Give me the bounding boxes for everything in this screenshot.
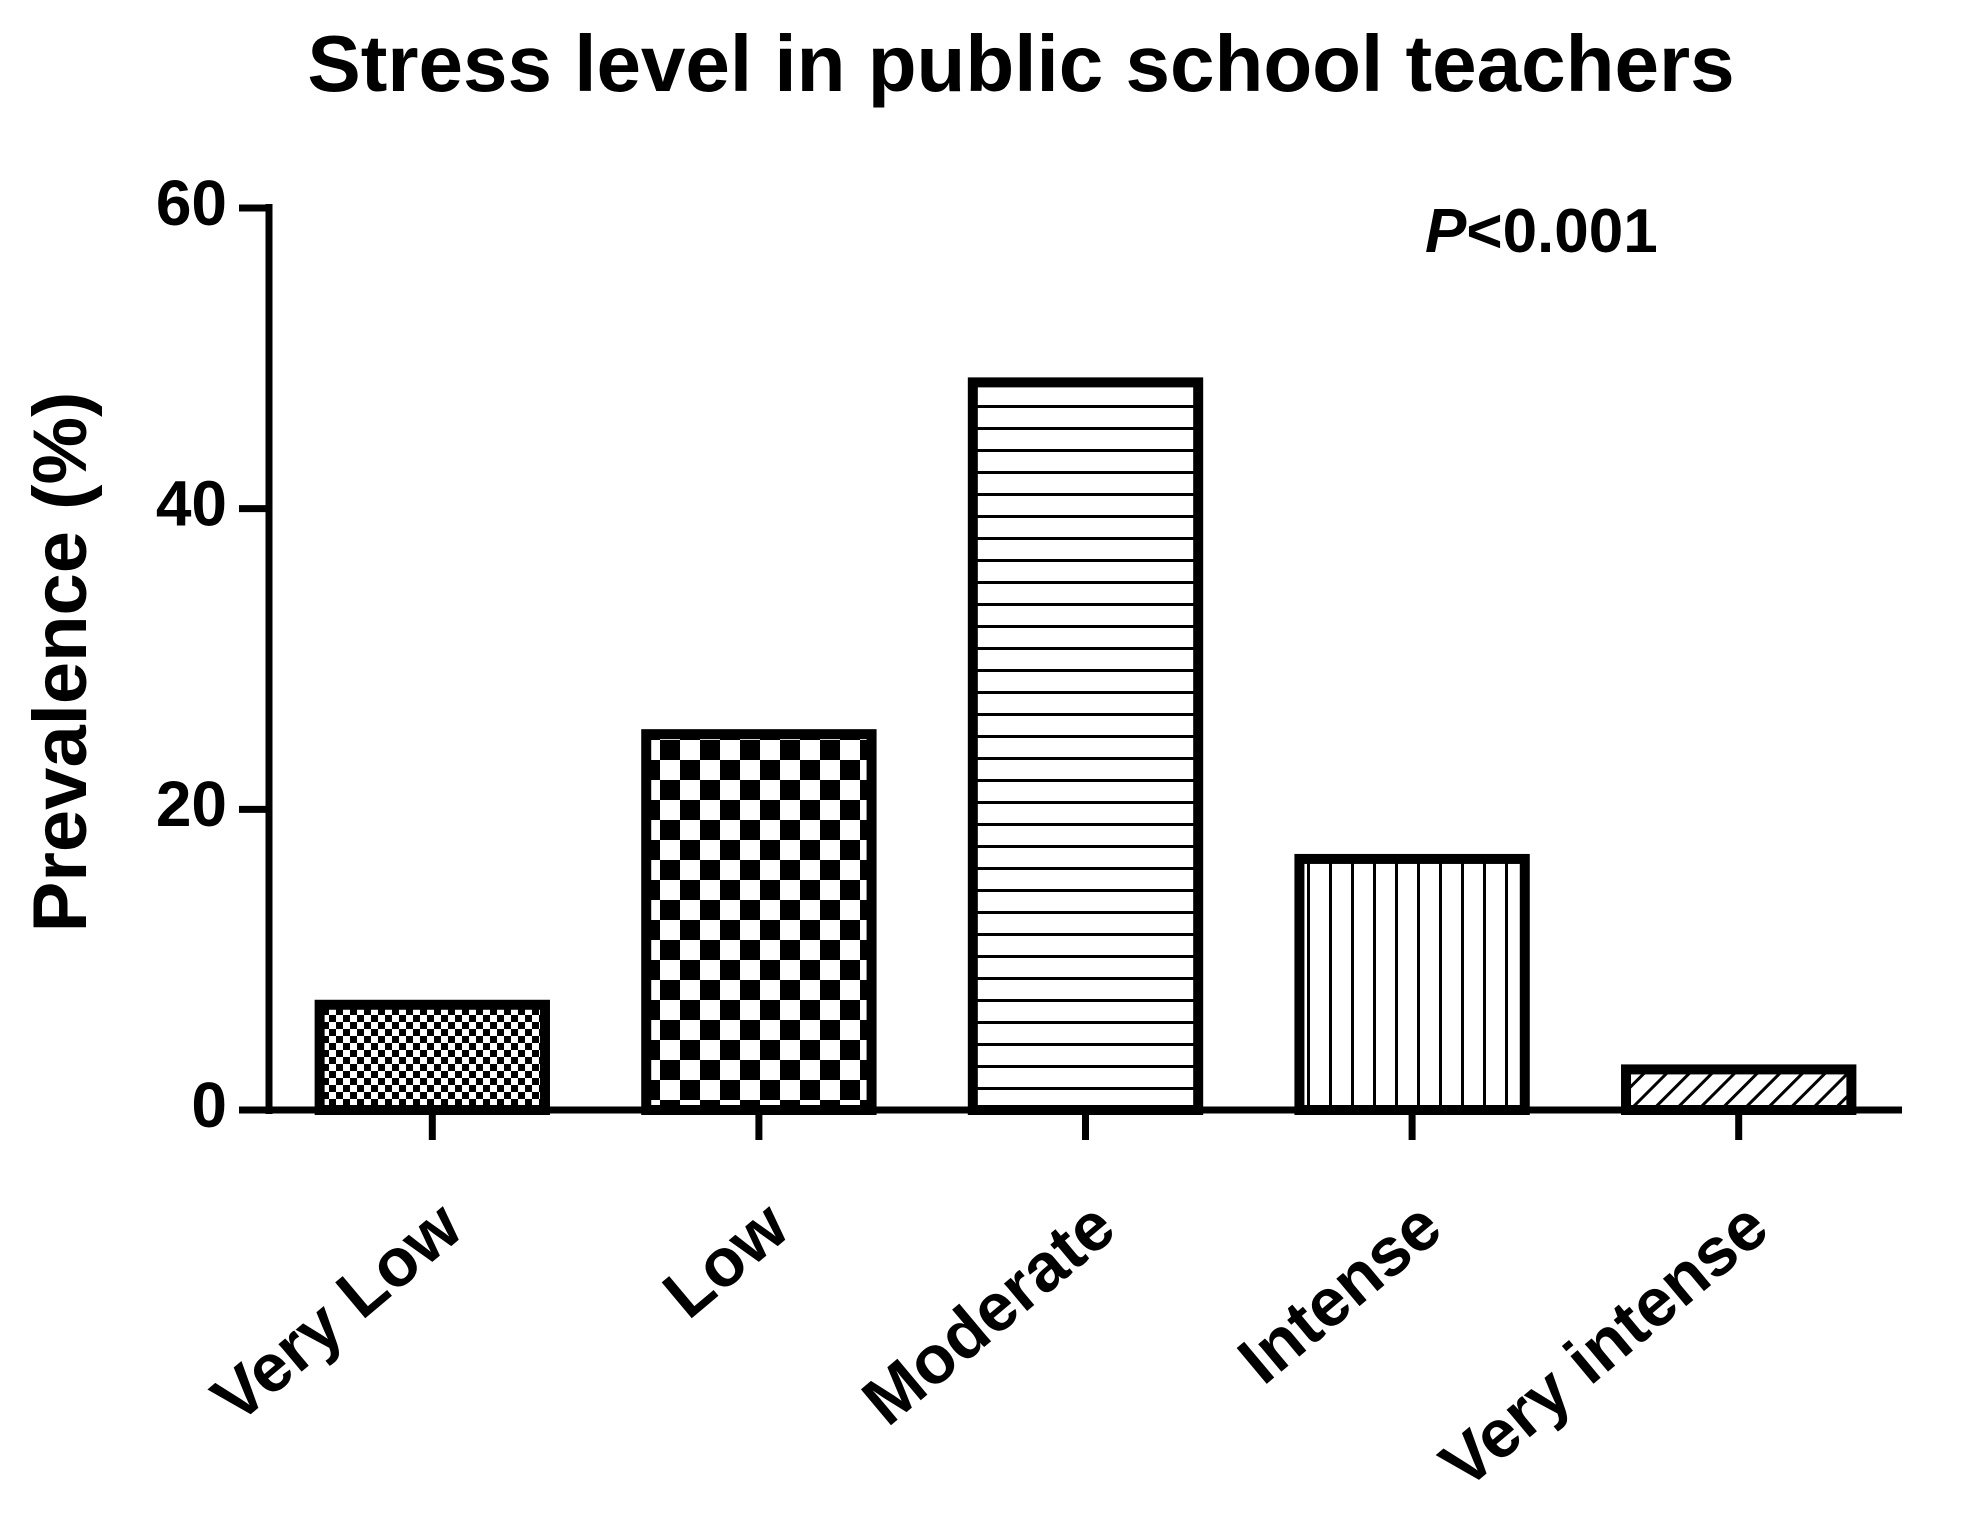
bar [641, 729, 877, 1116]
bar [967, 377, 1204, 1115]
annotation: P<0.001 [1425, 197, 1658, 266]
y-axis-label: Prevalence (%) [18, 392, 103, 933]
x-tick-label: Very Low [198, 1186, 476, 1437]
x-tick-label: Moderate [848, 1187, 1128, 1440]
y-tick-label: 40 [156, 468, 227, 540]
bar [1294, 853, 1530, 1116]
x-tick-label: Very intense [1426, 1187, 1782, 1503]
chart-title: Stress level in public school teachers [307, 19, 1734, 108]
y-tick-label: 0 [191, 1069, 227, 1141]
bar [314, 999, 550, 1115]
x-tick-label: Low [649, 1186, 803, 1332]
y-tick-label: 20 [156, 768, 227, 840]
y-tick-label: 60 [156, 167, 227, 239]
bar [1621, 1064, 1857, 1116]
x-tick-label: Intense [1224, 1187, 1455, 1398]
